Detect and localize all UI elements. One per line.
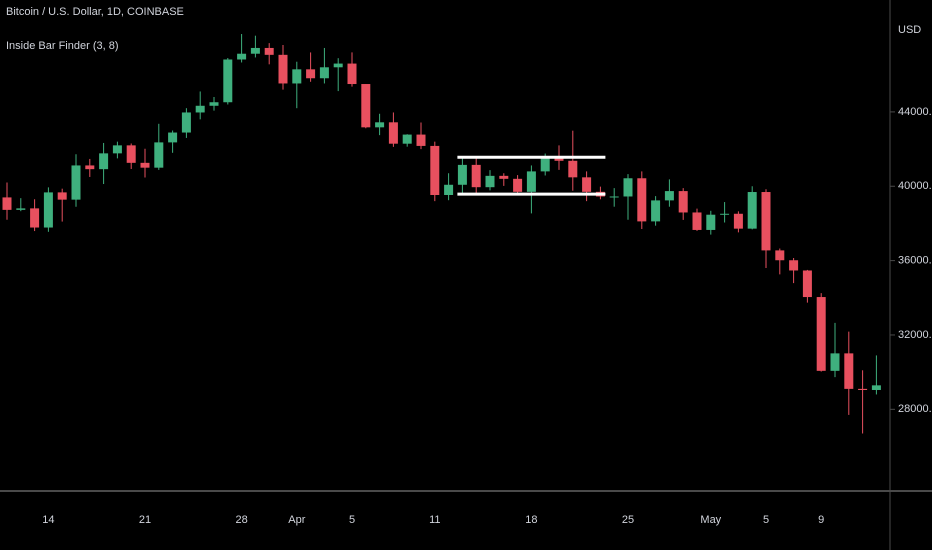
y-tick-label: 36000.00 [898,255,932,267]
indicator-label: Inside Bar Finder (3, 8) [6,40,119,52]
candle-body [775,250,785,261]
candle-body [444,184,454,195]
candle-body [181,112,191,133]
candle-body [333,63,343,68]
candle-body [112,145,122,154]
x-tick-label: 21 [139,514,151,526]
candle-body [99,153,109,170]
candle-body [388,122,398,144]
x-tick-label: 5 [763,514,769,526]
candle-body [582,177,592,192]
candle-body [678,191,688,213]
y-tick-label: 32000.00 [898,329,932,341]
candle-body [16,208,26,210]
candle-body [430,145,440,195]
candle-body [278,54,288,84]
candle-body [292,69,302,84]
candle-body [761,192,771,251]
x-tick-label: 9 [818,514,824,526]
candle-body [720,213,730,215]
candle-body [733,213,743,229]
candle-body [154,142,164,168]
chart-title: Bitcoin / U.S. Dollar, 1D, COINBASE [6,6,184,18]
candle-body [30,208,40,228]
x-tick-label: 28 [235,514,247,526]
candle-body [140,162,150,168]
y-tick-label: 40000.00 [898,180,932,192]
x-tick-label: May [700,514,721,526]
candle-body [71,165,81,200]
candle-body [623,178,633,197]
candle-body [264,47,274,55]
candle-body [57,192,67,200]
candle-body [2,197,12,210]
candle-body [361,84,371,128]
candle-body [706,214,716,230]
candle-body [347,63,357,85]
candle-body [250,47,260,54]
candle-body [816,297,826,371]
y-tick-label: 44000.00 [898,106,932,118]
candle-body [237,53,247,60]
x-tick-label: Apr [288,514,305,526]
candle-body [513,178,523,192]
candle-body [871,385,881,390]
candle-body [554,158,564,161]
candle-body [43,192,53,228]
candle-body [858,388,868,390]
candle-body [471,164,481,188]
candle-body [306,69,316,79]
candle-body [747,192,757,229]
y-tick-label: 28000.00 [898,403,932,415]
candle-body [526,171,536,192]
candle-body [223,59,233,103]
x-tick-label: 18 [525,514,537,526]
candle-body [844,353,854,389]
x-tick-label: 5 [349,514,355,526]
candle-body [540,158,550,172]
x-tick-label: 14 [42,514,54,526]
candle-body [789,260,799,271]
candle-body [609,196,619,198]
candle-body [664,191,674,201]
candle-body [637,178,647,222]
candle-body [375,122,385,128]
x-tick-label: 11 [429,514,440,526]
candle-body [85,165,95,170]
x-tick-label: 25 [622,514,634,526]
candle-body [126,145,136,163]
candle-body [402,134,412,144]
candle-body [457,164,467,185]
candle-body [485,175,495,188]
candle-body [651,200,661,222]
candle-body [802,270,812,298]
candle-body [319,67,329,79]
candle-body [568,160,578,178]
candle-body [416,134,426,146]
candle-body [195,105,205,113]
y-axis-label: USD [898,24,921,36]
candle-body [499,175,509,179]
candle-body [692,212,702,230]
candle-body [168,132,178,143]
candle-body [209,102,219,106]
candle-body [830,353,840,371]
